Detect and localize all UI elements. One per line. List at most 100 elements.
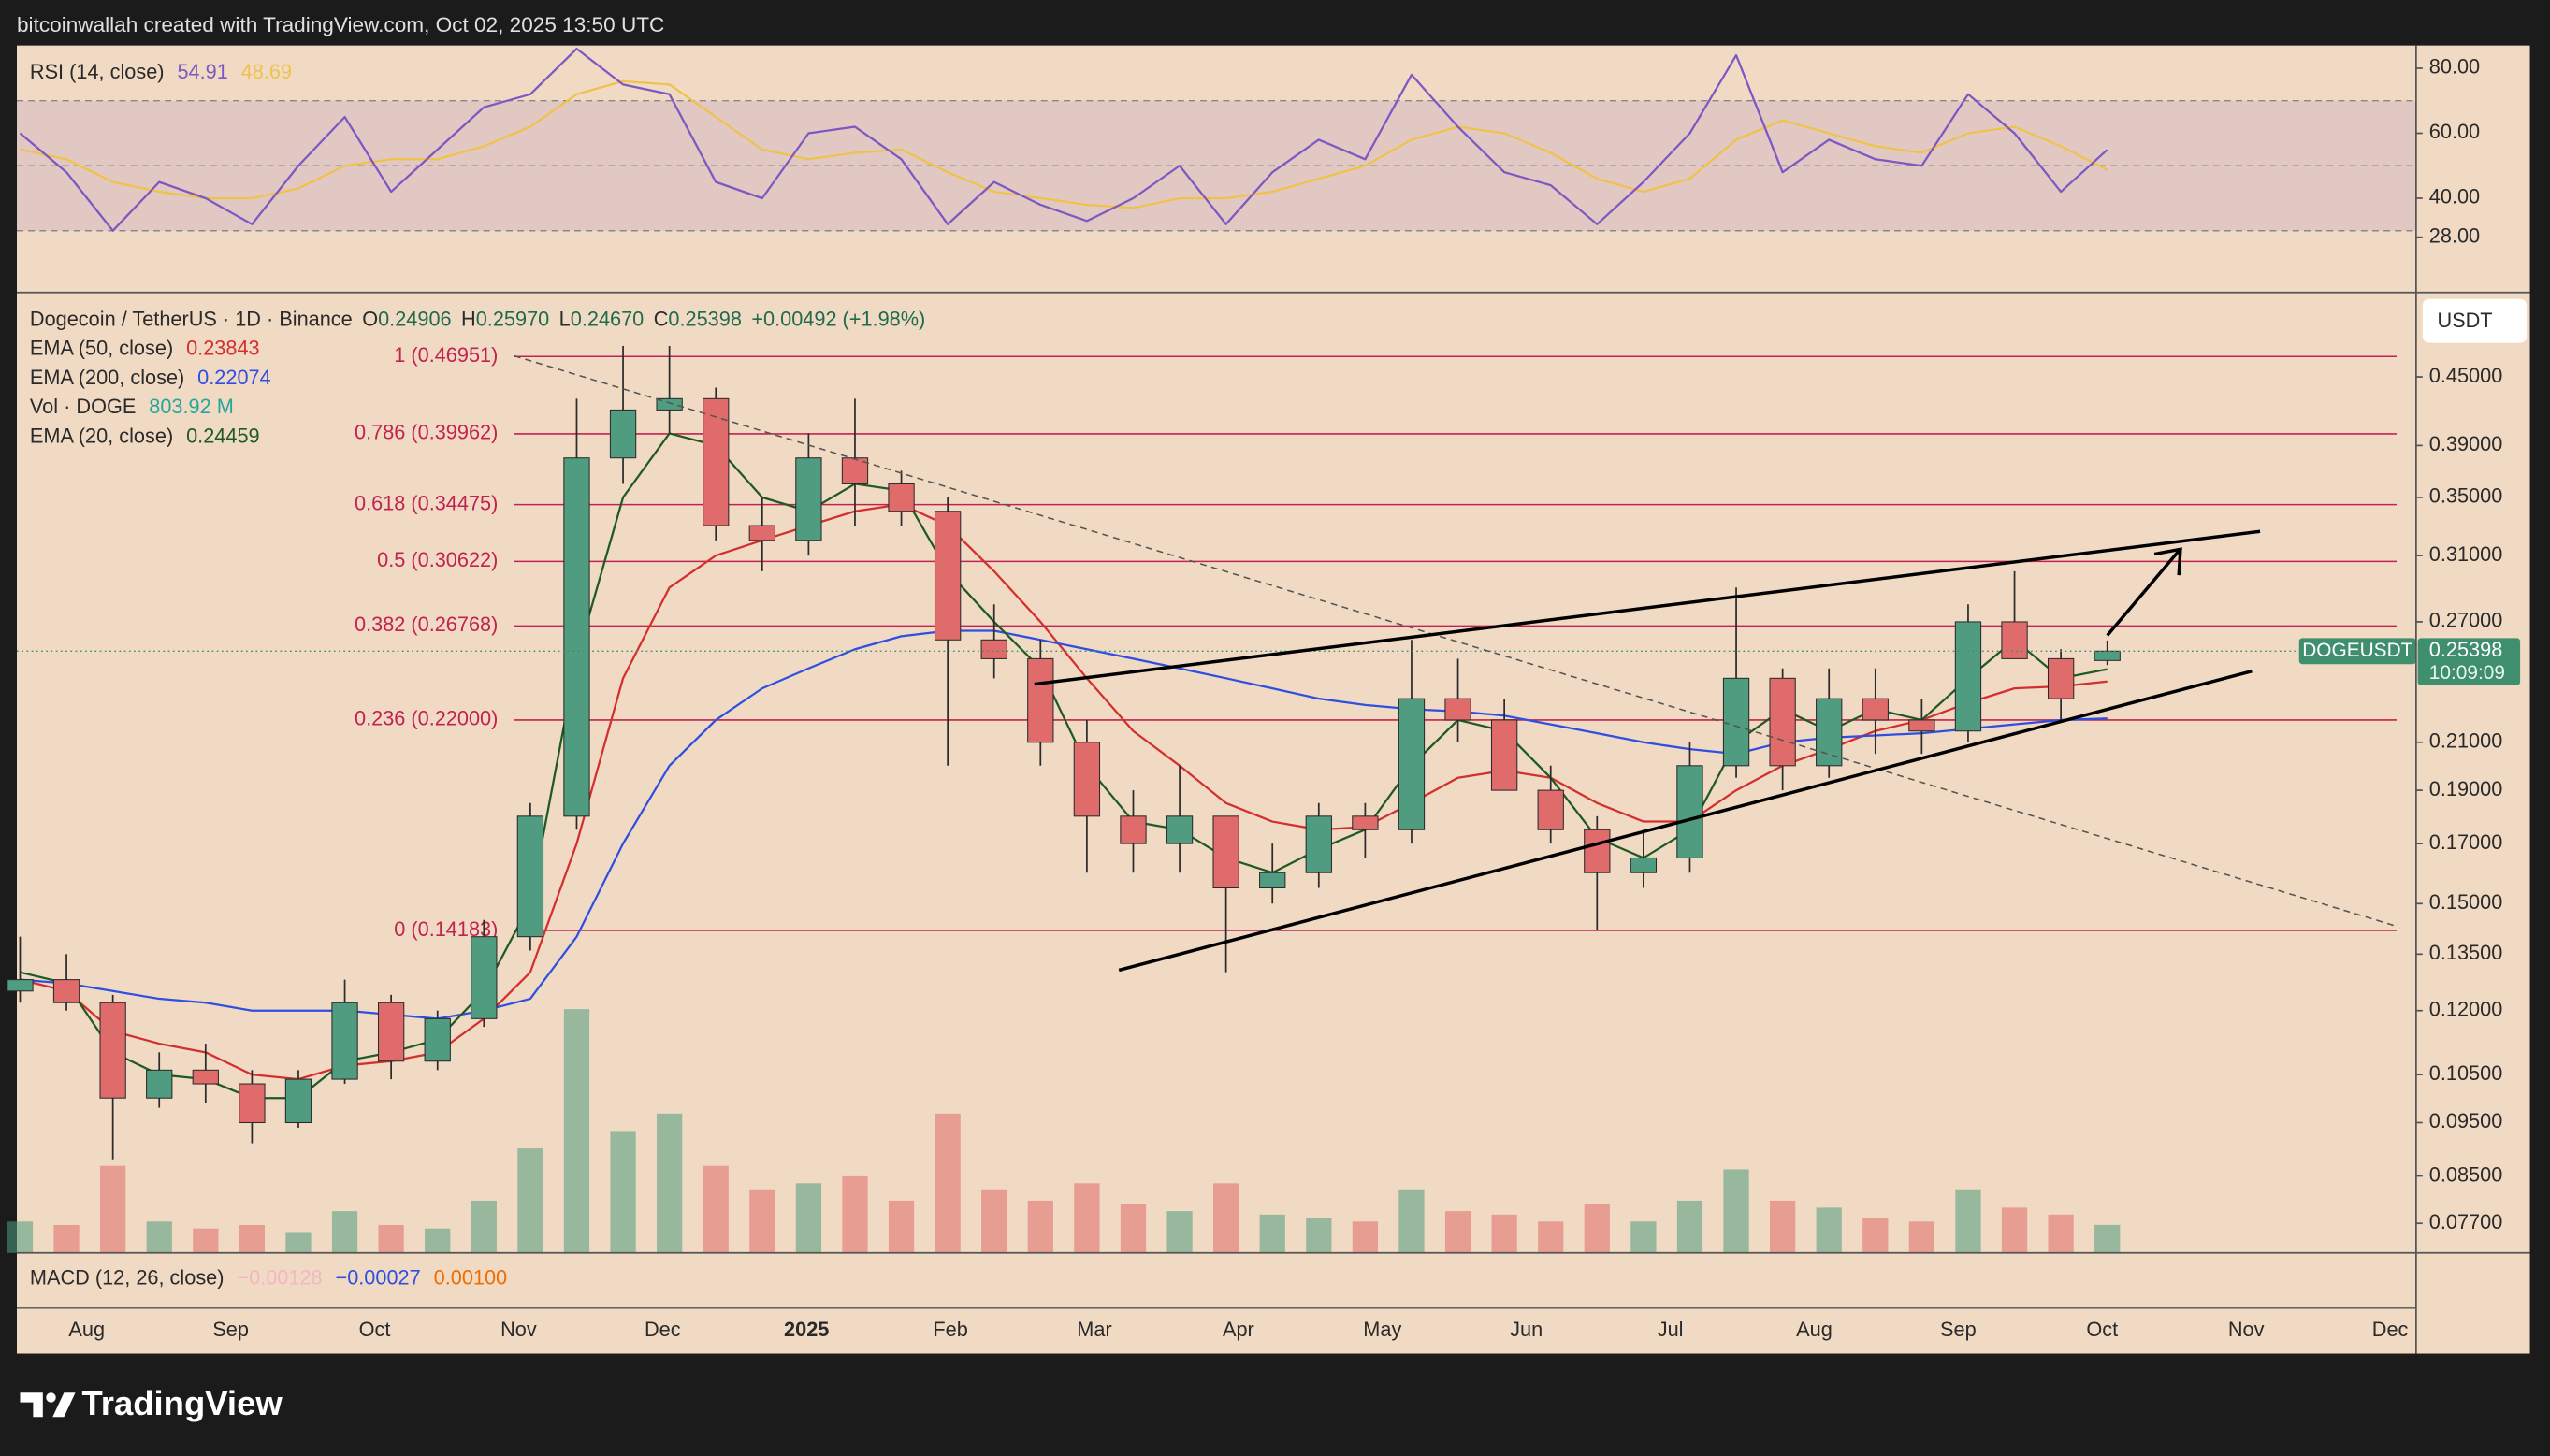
candle-body: [609, 409, 637, 459]
x-tick-label: Sep: [212, 1318, 249, 1341]
rsi-tick-label: 80.00: [2429, 55, 2480, 79]
indicator-name: Vol · DOGE: [30, 395, 136, 418]
y-tick-label: 0.45000: [2429, 364, 2503, 387]
y-tick-label: 0.09500: [2429, 1109, 2503, 1132]
candle-body: [1305, 815, 1332, 873]
x-tick-label: Nov: [2228, 1318, 2265, 1341]
rsi-name: RSI (14, close): [30, 60, 165, 83]
ohlc-value: 0.25970: [476, 307, 550, 330]
fib-label: 1 (0.46951): [394, 343, 498, 367]
indicator-name: EMA (20, close): [30, 424, 173, 447]
candle-body: [377, 1002, 405, 1062]
candle-body: [1816, 698, 1843, 767]
rsi-ma-line: [20, 79, 2108, 209]
ohlc-key: C: [654, 307, 669, 330]
candle-body: [934, 511, 962, 641]
volume-bar: [100, 1165, 126, 1253]
candle-body: [1584, 829, 1611, 873]
volume-bar: [981, 1189, 1007, 1253]
candle-body: [1259, 872, 1286, 889]
price-badge: [2417, 638, 2521, 685]
indicator-legend: EMA (20, close) 0.24459: [30, 424, 260, 447]
currency-button[interactable]: [2422, 298, 2528, 343]
rsi-value: 54.91: [177, 60, 227, 83]
candle-body: [52, 979, 80, 1003]
volume-bar: [1908, 1221, 1935, 1253]
candle-body: [1166, 815, 1194, 844]
x-tick-label: Sep: [1940, 1318, 1977, 1341]
volume-bar: [1213, 1183, 1239, 1253]
y-tick-label: 0.31000: [2429, 542, 2503, 566]
fib-label: 0.382 (0.26768): [355, 613, 498, 636]
ema-line: [20, 629, 2108, 1020]
y-tick-label: 0.17000: [2429, 830, 2503, 854]
candle-body: [1676, 765, 1703, 858]
volume-bar: [1259, 1214, 1285, 1253]
volume-bar: [2001, 1207, 2028, 1253]
volume-bar: [795, 1183, 822, 1253]
y-tick-label: 0.21000: [2429, 729, 2503, 753]
volume-bar: [471, 1200, 497, 1253]
ohlc-key: H: [461, 307, 476, 330]
change-value: +0.00492 (+1.98%): [751, 307, 925, 330]
symbol-legend: Dogecoin / TetherUS · 1D · Binance O0.249…: [30, 307, 925, 330]
candle-body: [1444, 698, 1471, 721]
candle-body: [795, 457, 822, 541]
volume-bar: [1074, 1183, 1100, 1253]
arrow: [2106, 547, 2182, 637]
candle-body: [748, 525, 775, 541]
ohlc-value: 0.24906: [378, 307, 452, 330]
volume-bar: [7, 1221, 34, 1253]
y-tick-label: 0.19000: [2429, 777, 2503, 800]
indicator-value: 0.24459: [186, 424, 260, 447]
symbol-badge: [2298, 638, 2416, 665]
candle-body: [284, 1078, 312, 1124]
fib-label: 0.618 (0.34475): [355, 491, 498, 514]
candle-body: [516, 815, 544, 938]
candle-body: [1722, 677, 1750, 767]
macd-name: MACD (12, 26, close): [30, 1265, 225, 1289]
candle-body: [471, 936, 498, 1019]
y-tick-label: 0.10500: [2429, 1061, 2503, 1085]
y-tick-label: 0.08500: [2429, 1162, 2503, 1186]
volume-bar: [517, 1148, 543, 1253]
volume-bar: [1444, 1211, 1471, 1253]
candle-body: [1120, 815, 1147, 844]
logo-mark: [20, 1392, 43, 1418]
rsi-ma-value: 48.69: [241, 60, 292, 83]
macd-value: −0.00027: [336, 1265, 421, 1289]
candle-body: [1862, 698, 1889, 721]
volume-bar: [610, 1131, 636, 1253]
candle-body: [1630, 857, 1658, 873]
y-tick-label: 0.27000: [2429, 609, 2503, 632]
ohlc-key: L: [559, 307, 571, 330]
volume-bar: [1491, 1214, 1517, 1253]
volume-bar: [1306, 1218, 1332, 1253]
currency-label[interactable]: USDT: [2437, 309, 2492, 332]
countdown-label: 10:09:09: [2429, 662, 2505, 684]
x-tick-label: Jun: [1510, 1318, 1543, 1341]
candle-body: [239, 1083, 266, 1124]
candle-body: [656, 397, 683, 411]
candle-body: [146, 1069, 173, 1099]
volume-bar: [1352, 1221, 1379, 1253]
ema-line: [20, 432, 2108, 1100]
volume-bar: [1955, 1189, 1981, 1253]
candle-body: [1398, 698, 1426, 830]
logo-mark: [52, 1392, 76, 1418]
volume-bar: [1723, 1169, 1749, 1253]
x-tick-label: Oct: [2086, 1318, 2118, 1341]
candle-body: [563, 457, 590, 817]
x-tick-label: May: [1363, 1318, 1401, 1341]
indicator-legend: EMA (200, close) 0.22074: [30, 366, 271, 389]
chart-background: [17, 45, 2530, 1354]
rsi-tick-label: 60.00: [2429, 120, 2480, 143]
indicator-name: EMA (50, close): [30, 336, 173, 359]
fib-label: 0.236 (0.22000): [355, 707, 498, 730]
y-tick-label: 0.35000: [2429, 484, 2503, 508]
rsi-tick-label: 40.00: [2429, 185, 2480, 209]
y-tick-label: 0.13500: [2429, 941, 2503, 964]
x-tick-label: Oct: [359, 1318, 391, 1341]
